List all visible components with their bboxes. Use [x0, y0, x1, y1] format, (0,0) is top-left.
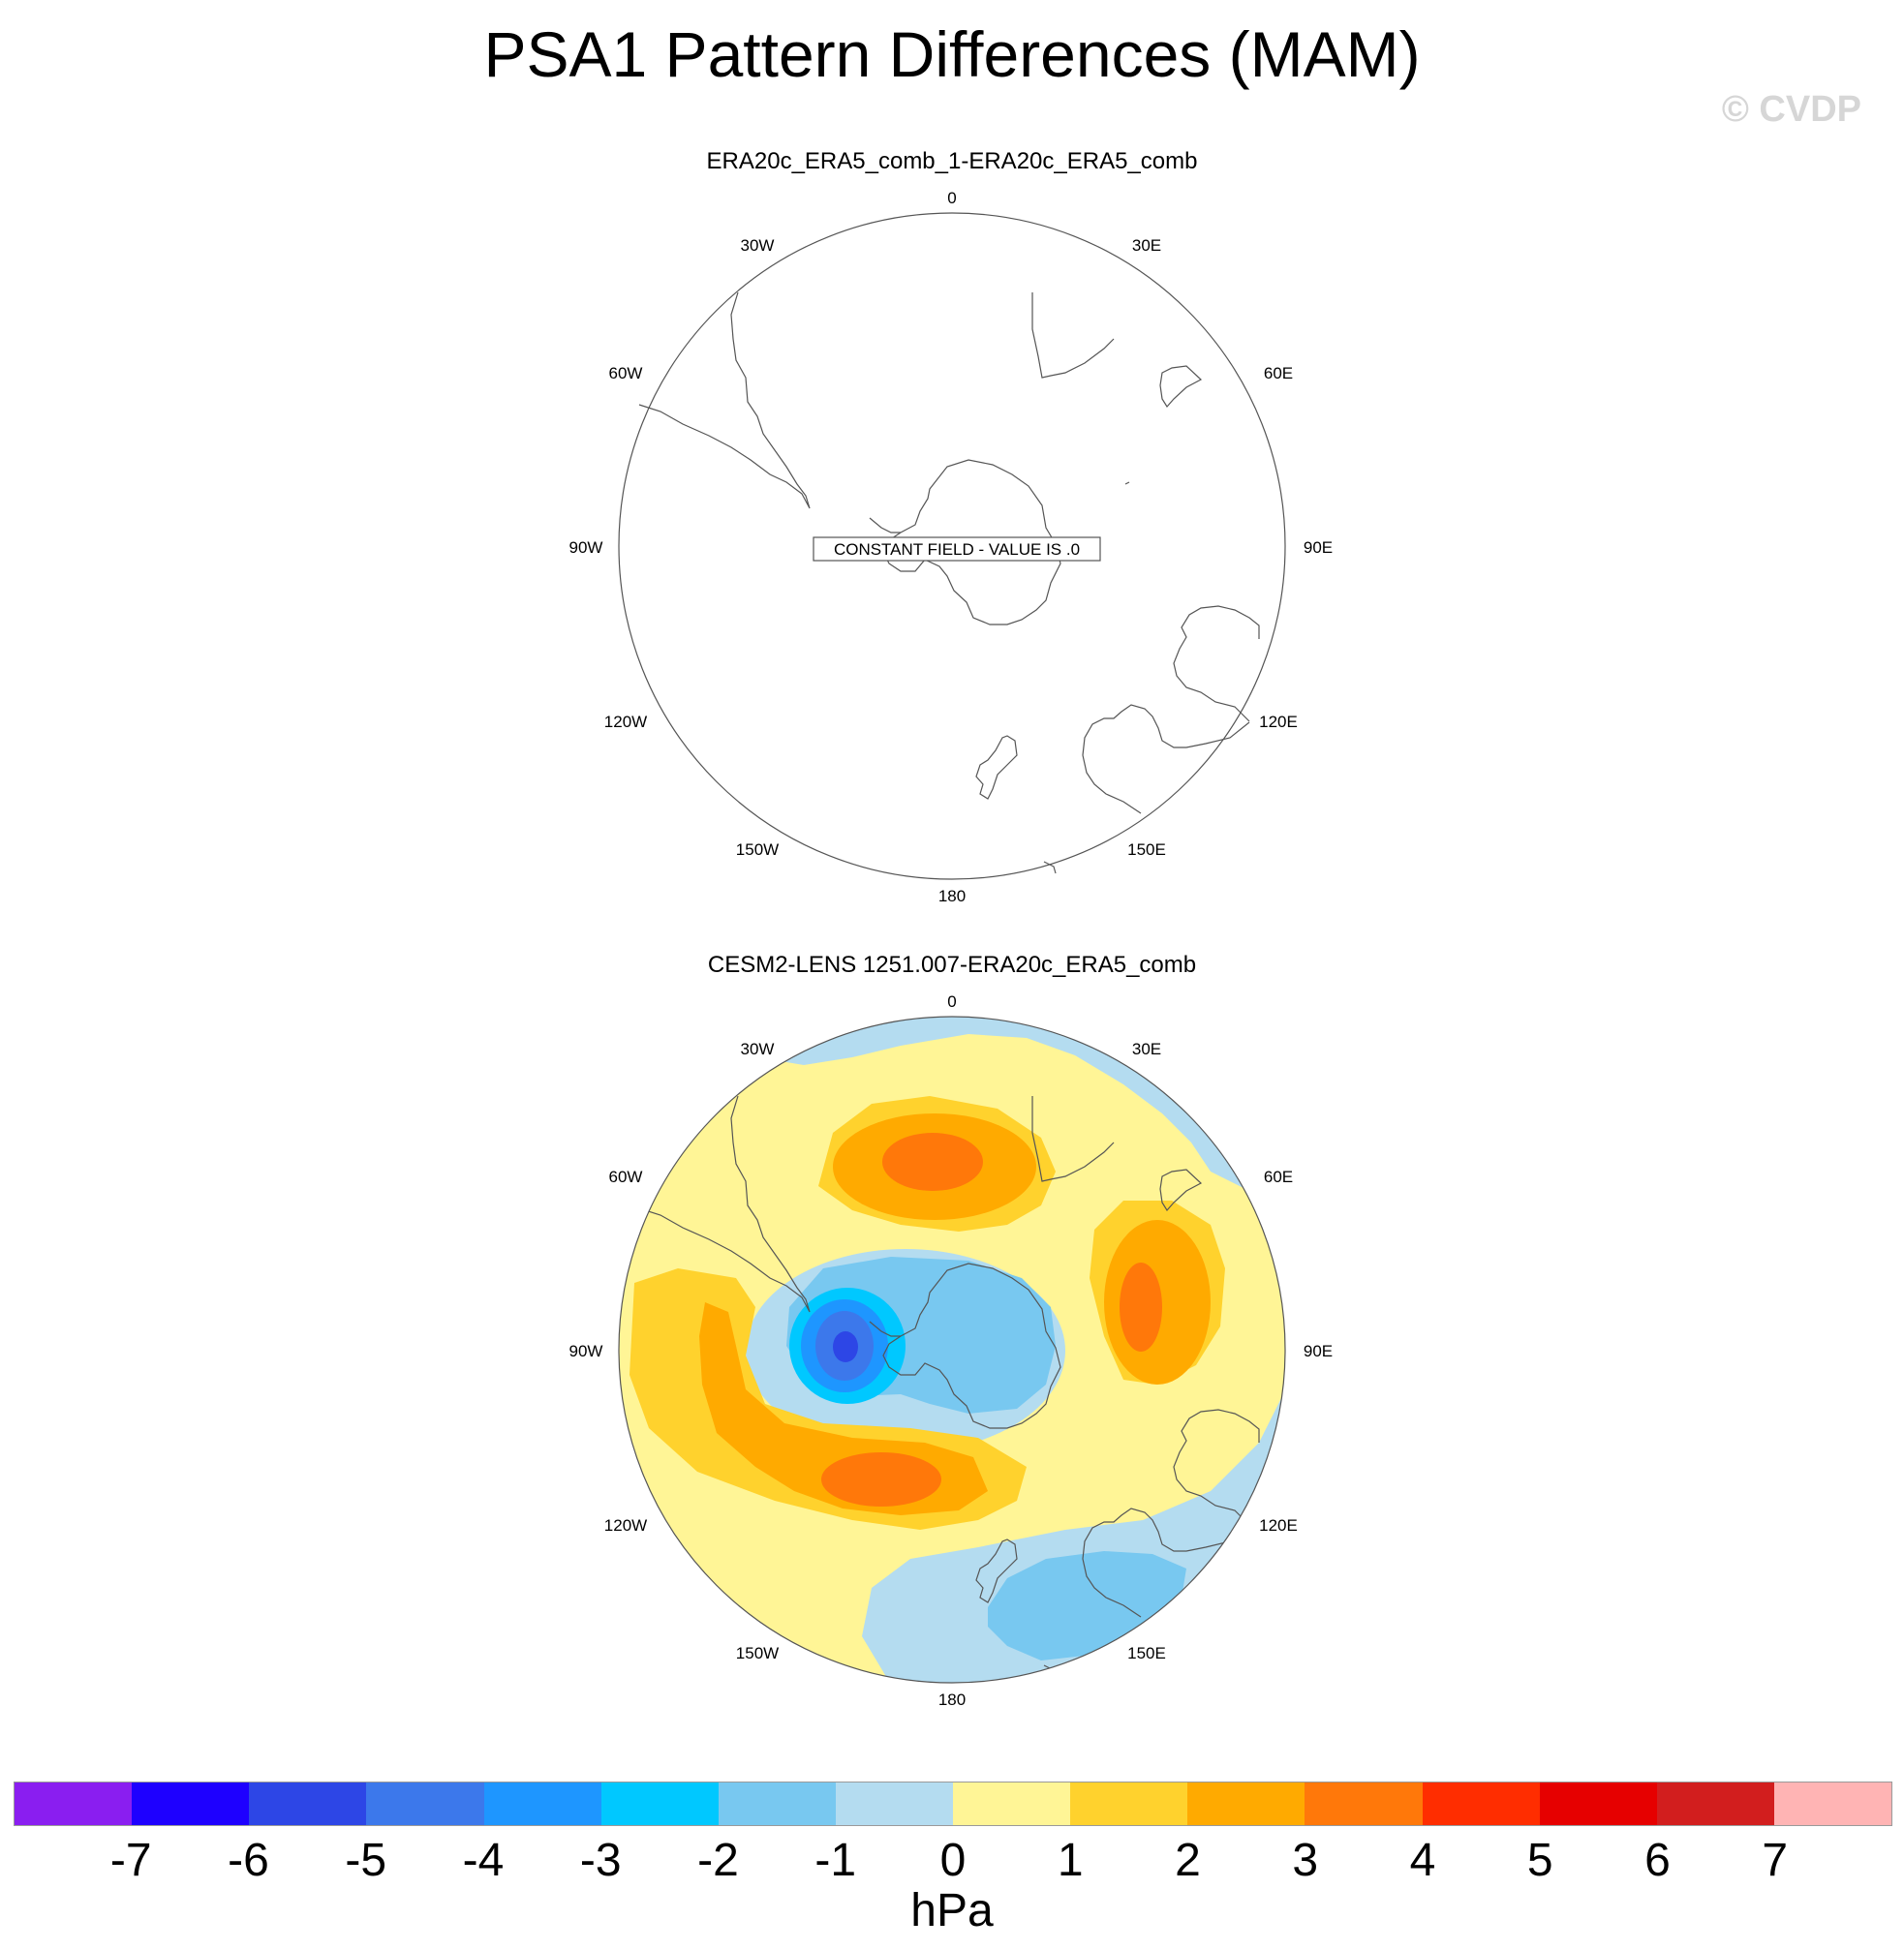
longitude-labels: 0 30E 60E 90E 120E 150E 180 150W 120W 90… — [569, 992, 1334, 1709]
colorbar-bin — [249, 1782, 367, 1825]
lon-label: 60W — [609, 1168, 643, 1186]
panel-subtitle: CESM2-LENS 1251.007-ERA20c_ERA5_comb — [708, 952, 1196, 978]
lon-label: 150E — [1127, 840, 1166, 859]
colorbar-tick-label: -7 — [109, 1835, 152, 1886]
lon-label: 90E — [1304, 1342, 1333, 1360]
lon-label: 30W — [741, 1040, 775, 1058]
coastlines — [638, 291, 1260, 874]
contour-neg6-to-neg5 — [833, 1331, 858, 1362]
colorbar-bin — [1773, 1782, 1891, 1825]
colorbar-tick-label: -1 — [814, 1835, 857, 1886]
colorbar-bin — [718, 1782, 836, 1825]
lon-label: 30E — [1132, 236, 1161, 255]
colorbar-bin — [1070, 1782, 1188, 1825]
lon-label: 60E — [1264, 1168, 1293, 1186]
colorbar — [14, 1782, 1892, 1826]
coastlines — [638, 1095, 1260, 1678]
colorbar-tick-label: 1 — [1057, 1835, 1084, 1886]
lon-label: 90W — [569, 538, 603, 557]
lon-label: 180 — [938, 887, 966, 905]
colorbar-tick-label: -2 — [697, 1835, 739, 1886]
lon-label: 90W — [569, 1342, 603, 1360]
lon-label: 150E — [1127, 1644, 1166, 1662]
map-circle-boundary — [618, 1016, 1286, 1684]
colorbar-bin — [835, 1782, 953, 1825]
map-panel-top: ERA20c_ERA5_comb_1-ERA20c_ERA5_comb 0 30… — [0, 145, 1904, 910]
colorbar-tick-label: -4 — [462, 1835, 505, 1886]
colorbar-tick-label: 2 — [1175, 1835, 1201, 1886]
lon-label: 90E — [1304, 538, 1333, 557]
colorbar-tick-label: 4 — [1409, 1835, 1436, 1886]
colorbar-tick-label: 5 — [1526, 1835, 1553, 1886]
map-panel-bottom: CESM2-LENS 1251.007-ERA20c_ERA5_comb 0 3… — [0, 949, 1904, 1714]
map-bottom-svg: CESM2-LENS 1251.007-ERA20c_ERA5_comb 0 3… — [569, 952, 1334, 1709]
panel-subtitle: ERA20c_ERA5_comb_1-ERA20c_ERA5_comb — [707, 148, 1198, 174]
constant-field-box — [813, 536, 1101, 562]
colorbar-tick-label: -3 — [579, 1835, 622, 1886]
lon-label: 120E — [1259, 713, 1298, 731]
lon-label: 120E — [1259, 1516, 1298, 1535]
longitude-labels: 0 30E 60E 90E 120E 150E 180 150W 120W 90… — [569, 189, 1334, 905]
lon-label: 120W — [604, 713, 647, 731]
colorbar-bin — [1422, 1782, 1540, 1825]
colorbar-tick-label: -5 — [345, 1835, 387, 1886]
map-top-svg: ERA20c_ERA5_comb_1-ERA20c_ERA5_comb 0 30… — [569, 148, 1334, 905]
contour-3-to-4 — [1120, 1263, 1162, 1352]
colorbar-bin — [1305, 1782, 1423, 1825]
colorbar-bin — [1656, 1782, 1774, 1825]
lon-label: 150W — [736, 840, 779, 859]
lon-label: 0 — [947, 992, 956, 1011]
constant-field-message: CONSTANT FIELD - VALUE IS .0 — [834, 540, 1080, 559]
lon-label: 60E — [1264, 364, 1293, 382]
colorbar-bin — [366, 1782, 484, 1825]
lon-label: 0 — [947, 189, 956, 207]
contour-3-to-4 — [821, 1452, 941, 1507]
colorbar-bin — [1539, 1782, 1657, 1825]
colorbar-tick-label: -6 — [228, 1835, 269, 1886]
colorbar-bin — [1187, 1782, 1305, 1825]
lon-label: 30E — [1132, 1040, 1161, 1058]
contour-neg2-to-neg1 — [988, 1551, 1186, 1661]
copyright-watermark: © CVDP — [1721, 89, 1861, 130]
contour-fills — [619, 1017, 1285, 1683]
lon-label: 180 — [938, 1691, 966, 1709]
colorbar-bin — [953, 1782, 1071, 1825]
colorbar-tick-label: 6 — [1644, 1835, 1671, 1886]
colorbar-tick-label: 7 — [1762, 1835, 1789, 1886]
lon-label: 60W — [609, 364, 643, 382]
colorbar-bin — [483, 1782, 601, 1825]
contour-neg1-to-0 — [639, 1065, 688, 1094]
lon-label: 120W — [604, 1516, 647, 1535]
colorbar-bin — [15, 1782, 133, 1825]
colorbar-bin — [132, 1782, 250, 1825]
figure-title: PSA1 Pattern Differences (MAM) — [483, 18, 1421, 90]
colorbar-tick-label: 3 — [1292, 1835, 1319, 1886]
colorbar-bin — [600, 1782, 719, 1825]
contour-3-to-4 — [882, 1133, 983, 1191]
colorbar-units: hPa — [910, 1885, 994, 1936]
lon-label: 30W — [741, 236, 775, 255]
colorbar-tick-label: 0 — [939, 1835, 967, 1886]
lon-label: 150W — [736, 1644, 779, 1662]
